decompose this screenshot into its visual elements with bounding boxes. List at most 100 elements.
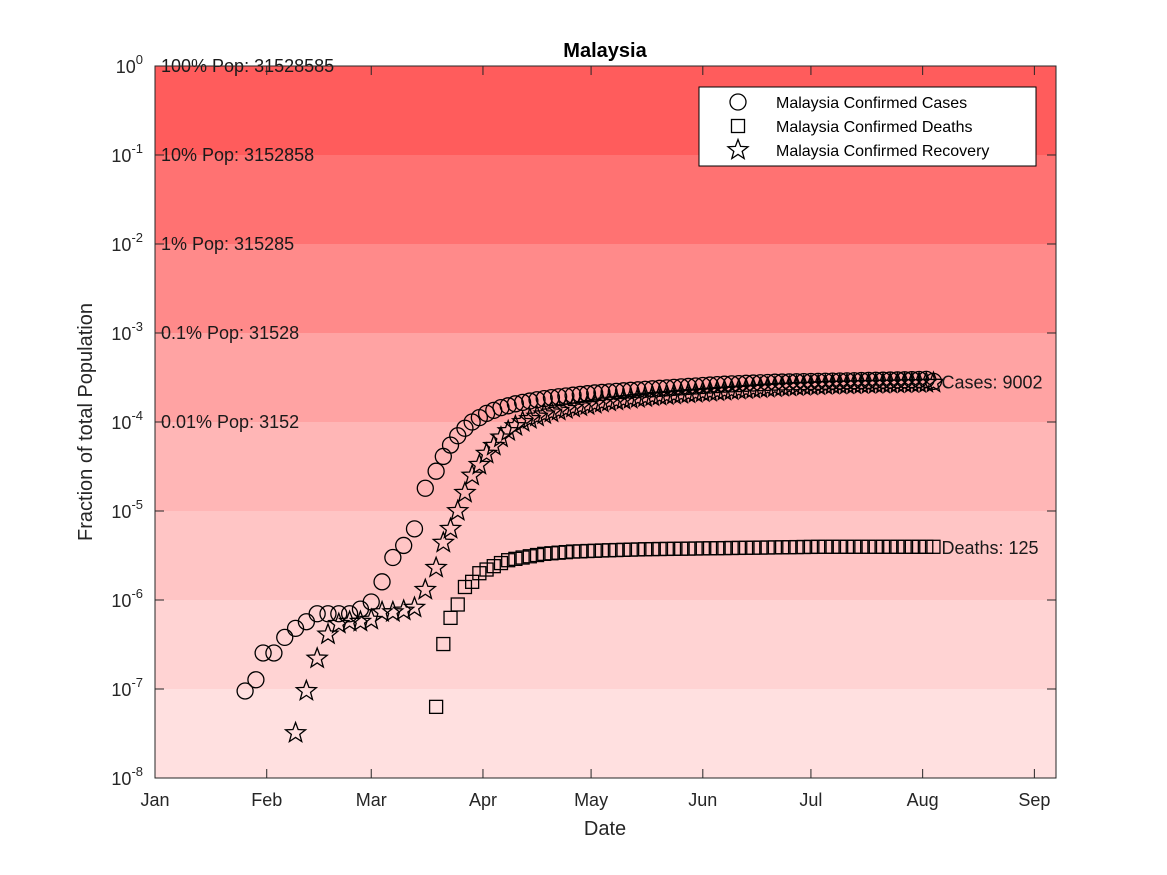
square-marker <box>883 539 898 554</box>
y-tick-label: 10-2 <box>111 230 143 255</box>
y-tick-label: 10-6 <box>111 586 143 611</box>
star-marker <box>294 678 319 701</box>
square-marker <box>847 539 862 554</box>
circle-marker <box>751 374 770 392</box>
square-marker <box>818 539 833 554</box>
star-marker <box>698 379 722 402</box>
chart-title: Malaysia <box>563 40 647 62</box>
legend-entry-label: Malaysia Confirmed Recovery <box>776 143 989 160</box>
circle-marker <box>276 628 294 647</box>
y-tick-label: 10-7 <box>111 675 143 700</box>
square-marker <box>767 540 783 555</box>
square-marker <box>630 542 646 557</box>
star-marker <box>676 381 701 404</box>
y-tick-label: 10-4 <box>111 408 143 433</box>
circle-marker <box>759 373 777 392</box>
x-tick-label: Aug <box>907 790 939 810</box>
star-marker <box>305 646 329 669</box>
square-marker <box>688 541 703 556</box>
circle-marker <box>416 479 434 497</box>
star-marker <box>348 609 373 632</box>
square-marker <box>623 542 638 557</box>
circle-marker <box>506 395 525 413</box>
star-marker <box>438 516 463 539</box>
star-marker <box>445 498 470 521</box>
x-tick-label: Jun <box>688 790 717 810</box>
star-marker <box>626 385 650 409</box>
square-marker <box>724 540 739 556</box>
circle-marker <box>766 373 784 391</box>
square-marker <box>457 579 473 595</box>
square-marker <box>537 546 552 562</box>
square-marker <box>486 559 501 574</box>
square-marker <box>926 539 941 554</box>
circle-marker <box>395 536 413 555</box>
star-marker <box>604 388 629 411</box>
circle-marker <box>236 682 254 700</box>
square-marker <box>825 539 840 554</box>
band-7 <box>155 689 1056 778</box>
star-marker <box>669 381 693 405</box>
star-marker <box>763 375 787 398</box>
square-marker <box>565 544 581 559</box>
star-marker <box>662 382 686 405</box>
x-tick-label: Feb <box>251 790 282 810</box>
square-marker <box>911 539 927 554</box>
star-marker <box>525 404 549 427</box>
legend-box <box>698 86 1037 167</box>
star-marker <box>467 452 492 475</box>
star-marker <box>647 383 672 406</box>
circle-marker <box>542 388 561 407</box>
star-marker <box>518 406 542 430</box>
band-label-1: 10% Pop: 3152858 <box>161 145 314 165</box>
band-label-3: 0.1% Pop: 31528 <box>161 323 299 343</box>
star-marker <box>755 375 780 398</box>
star-marker <box>655 382 679 406</box>
x-tick-label: Sep <box>1018 790 1050 810</box>
square-marker <box>472 566 487 581</box>
square-marker <box>774 540 790 555</box>
square-marker <box>580 543 595 559</box>
star-marker <box>719 377 744 401</box>
square-marker <box>428 699 444 715</box>
square-marker <box>601 543 617 558</box>
star-marker <box>640 384 665 407</box>
legend-entry-label: Malaysia Confirmed Cases <box>776 95 967 112</box>
square-marker <box>782 540 797 555</box>
square-marker <box>493 555 509 571</box>
star-marker <box>453 480 477 503</box>
square-marker <box>753 540 768 555</box>
star-marker <box>327 611 351 634</box>
circle-marker <box>571 385 589 404</box>
band-6 <box>155 600 1056 689</box>
square-marker <box>544 546 559 561</box>
legend-star-icon <box>726 137 750 160</box>
square-marker <box>515 550 530 565</box>
square-marker <box>551 545 566 560</box>
square-marker <box>897 539 912 554</box>
square-marker <box>861 539 876 554</box>
square-marker <box>450 597 465 612</box>
star-marker <box>633 384 657 408</box>
star-marker <box>496 418 520 442</box>
star-marker <box>460 463 484 486</box>
y-axis-ticks: 10-8 10-7 10-6 10-5 10-4 10-3 10-2 10-1 100 <box>111 52 1056 789</box>
square-marker <box>436 636 451 652</box>
square-marker <box>522 549 537 564</box>
x-tick-label: Jan <box>140 790 169 810</box>
square-marker <box>594 543 610 558</box>
square-marker <box>609 542 624 558</box>
circle-marker <box>499 397 517 415</box>
square-marker <box>746 540 761 555</box>
star-marker <box>691 380 715 403</box>
star-marker <box>424 555 448 578</box>
square-marker <box>479 562 494 577</box>
square-marker <box>839 539 855 554</box>
square-marker <box>731 540 746 556</box>
square-marker <box>645 541 660 557</box>
series-star <box>283 370 946 744</box>
end-label-square: Deaths: 125 <box>941 538 1038 558</box>
square-marker <box>695 541 710 556</box>
